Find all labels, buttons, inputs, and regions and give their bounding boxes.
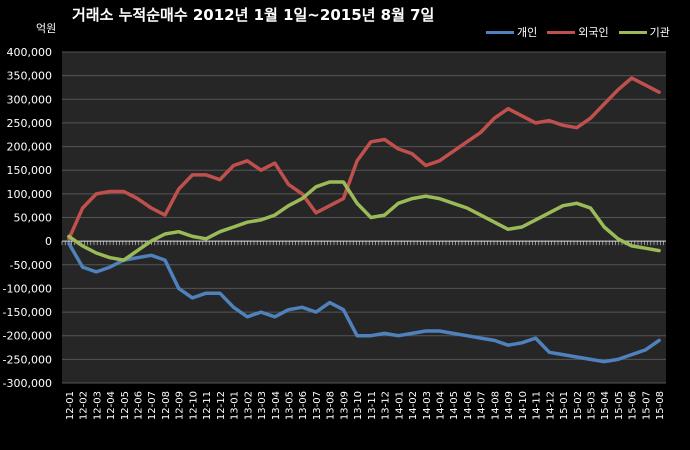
y-tick-label: -100,000 [3,282,52,295]
x-tick-label: 12-09 [175,391,186,420]
y-tick-label: -250,000 [3,353,52,366]
x-tick-label: 12-04 [106,391,117,420]
y-tick-label: 50,000 [14,212,53,225]
y-tick-label: -300,000 [3,377,52,390]
x-tick-label: 15-05 [614,391,625,420]
x-tick-label: 14-12 [545,391,556,420]
series-line-foreign [67,76,661,241]
x-tick-label: 14-08 [490,391,501,420]
y-tick-label: 300,000 [7,93,53,106]
x-tick-label: 12-03 [92,391,103,420]
x-tick-label: 14-09 [504,391,515,420]
legend-swatch-individual [486,30,514,34]
x-tick-label: 12-11 [202,391,213,420]
x-tick-label: 13-03 [257,391,268,420]
x-tick-label: 12-08 [161,391,172,420]
series-line-institution [67,180,661,262]
legend-label-individual: 개인 [517,26,538,39]
legend-item-individual: 개인 [486,24,537,40]
y-tick-label: 350,000 [7,70,53,83]
x-tick-label: 13-05 [285,391,296,420]
x-tick-label: 13-09 [339,391,350,420]
x-tick-label: 12-05 [120,391,131,420]
x-tick-label: 13-07 [312,391,323,420]
y-tick-label: 400,000 [7,46,53,59]
chart-title: 거래소 누적순매수 2012년 1월 1일~2015년 8월 7일 [72,6,435,24]
x-tick-label: 12-12 [216,391,227,420]
x-tick-label: 12-10 [188,391,199,420]
x-tick-label: 15-07 [641,391,652,420]
x-tick-label: 15-02 [573,391,584,420]
y-tick-label: 0 [45,235,52,248]
x-tick-label: 14-06 [463,391,474,420]
x-tick-label: 13-04 [271,391,282,420]
y-tick-label: 100,000 [7,188,53,201]
x-tick-label: 12-01 [65,391,76,420]
y-tick-label: -200,000 [3,330,52,343]
legend-item-foreign: 외국인 [547,24,609,40]
legend-label-institution: 기관 [649,26,670,39]
x-tick-label: 15-06 [628,391,639,420]
x-tick-label: 14-01 [394,391,405,420]
x-tick-label: 12-02 [79,391,90,420]
x-tick-label: 14-10 [518,391,529,420]
x-tick-label: 13-11 [367,391,378,420]
y-tick-label: 150,000 [7,164,53,177]
x-tick-label: 12-07 [147,391,158,420]
x-tick-label: 14-05 [449,391,460,420]
y-tick-label: -150,000 [3,306,52,319]
x-tick-label: 14-02 [408,391,419,420]
x-tick-label: 13-06 [298,391,309,420]
legend-swatch-institution [618,30,647,34]
legend-item-institution: 기관 [618,24,670,40]
chart-legend: 개인 외국인 기관 [486,24,670,40]
x-tick-label: 14-11 [532,391,543,420]
x-tick-label: 15-04 [600,391,611,420]
x-tick-label: 12-06 [134,391,145,420]
x-tick-label: 13-12 [381,391,392,420]
x-tick-label: 13-08 [326,391,337,420]
legend-label-foreign: 외국인 [578,26,609,39]
x-tick-label: 14-07 [477,391,488,420]
x-tick-label: 15-03 [587,391,598,420]
y-tick-label: -50,000 [10,259,52,272]
y-tick-label: 250,000 [7,117,53,130]
series-line-individual [67,241,661,364]
x-tick-label: 15-01 [559,391,570,420]
legend-swatch-foreign [547,30,576,34]
x-tick-label: 13-01 [230,391,241,420]
x-tick-label: 13-02 [243,391,254,420]
x-tick-label: 15-08 [655,391,666,420]
y-tick-label: 200,000 [7,141,53,154]
x-tick-label: 13-10 [353,391,364,420]
x-tick-label: 14-04 [436,391,447,420]
y-axis-unit-label: 억원 [36,22,57,35]
x-tick-label: 14-03 [422,391,433,420]
